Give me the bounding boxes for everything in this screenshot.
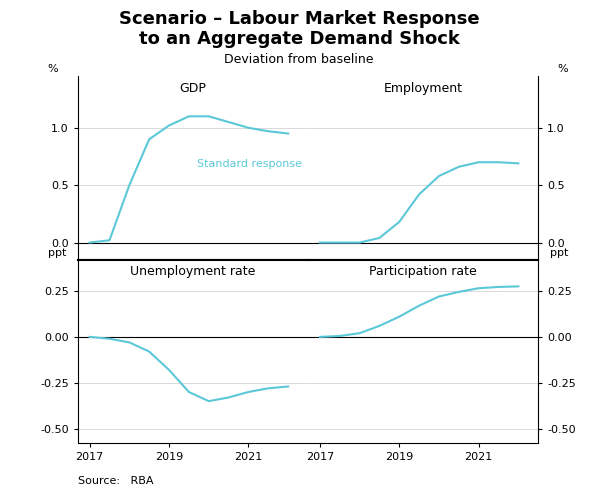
Text: Participation rate: Participation rate: [369, 265, 477, 278]
Text: Unemployment rate: Unemployment rate: [130, 265, 255, 278]
Text: ppt: ppt: [48, 248, 66, 258]
Text: Deviation from baseline: Deviation from baseline: [224, 53, 374, 66]
Text: %: %: [48, 64, 59, 74]
Text: Standard response: Standard response: [197, 159, 303, 169]
Text: to an Aggregate Demand Shock: to an Aggregate Demand Shock: [139, 30, 459, 48]
Text: Scenario – Labour Market Response: Scenario – Labour Market Response: [118, 10, 480, 28]
Text: Source:   RBA: Source: RBA: [78, 476, 153, 486]
Text: GDP: GDP: [179, 82, 206, 95]
Text: ppt: ppt: [550, 248, 568, 258]
Text: %: %: [557, 64, 568, 74]
Text: Employment: Employment: [383, 82, 463, 95]
